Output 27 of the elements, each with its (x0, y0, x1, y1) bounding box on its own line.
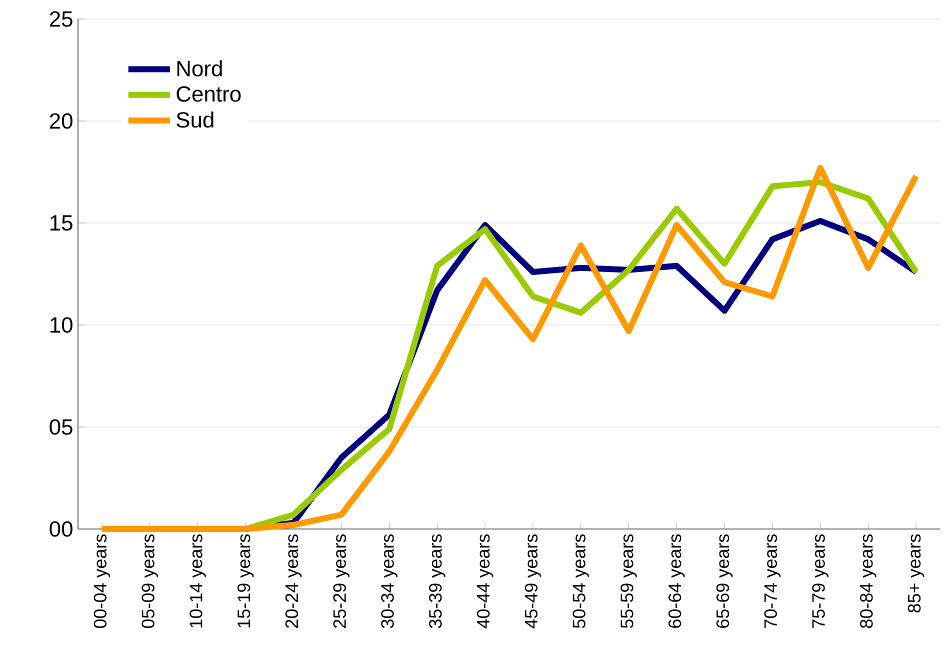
x-tick-label: 25-29 years (333, 534, 350, 628)
x-tick-label: 30-34 years (381, 534, 398, 628)
x-tick-label: 15-19 years (237, 534, 254, 628)
y-tick-label: 15 (50, 215, 72, 231)
x-tick-label: 45-49 years (524, 534, 542, 628)
x-tick-label: 60-64 years (668, 534, 685, 628)
x-tick-label: 20-24 years (285, 534, 302, 628)
x-tick-label: 50-54 years (572, 534, 589, 628)
x-tick-label: 75-79 years (812, 534, 828, 628)
y-tick-label: 10 (50, 317, 72, 333)
y-tick-label: 05 (50, 419, 72, 435)
y-tick-label: 25 (50, 11, 72, 27)
x-tick-label: 70-74 years (764, 534, 781, 628)
x-tick-label: 55-59 years (620, 534, 637, 628)
legend-label: Centro (176, 86, 241, 102)
x-tick-label: 80-84 years (860, 534, 876, 628)
x-tick-label: 65-69 years (716, 534, 733, 628)
x-tick-label: 10-14 years (190, 534, 206, 628)
x-tick-label: 05-09 years (142, 534, 158, 628)
legend-label: Nord (177, 60, 222, 76)
x-tick-label: 85+ years (908, 534, 924, 612)
x-tick-label: 35-39 years (429, 534, 446, 628)
x-tick-label: 40-44 years (476, 534, 494, 628)
y-tick-label: 00 (50, 521, 72, 537)
y-tick-label: 20 (50, 113, 72, 129)
legend-label: Sud (176, 112, 214, 128)
x-tick-label: 00-04 years (94, 534, 110, 628)
